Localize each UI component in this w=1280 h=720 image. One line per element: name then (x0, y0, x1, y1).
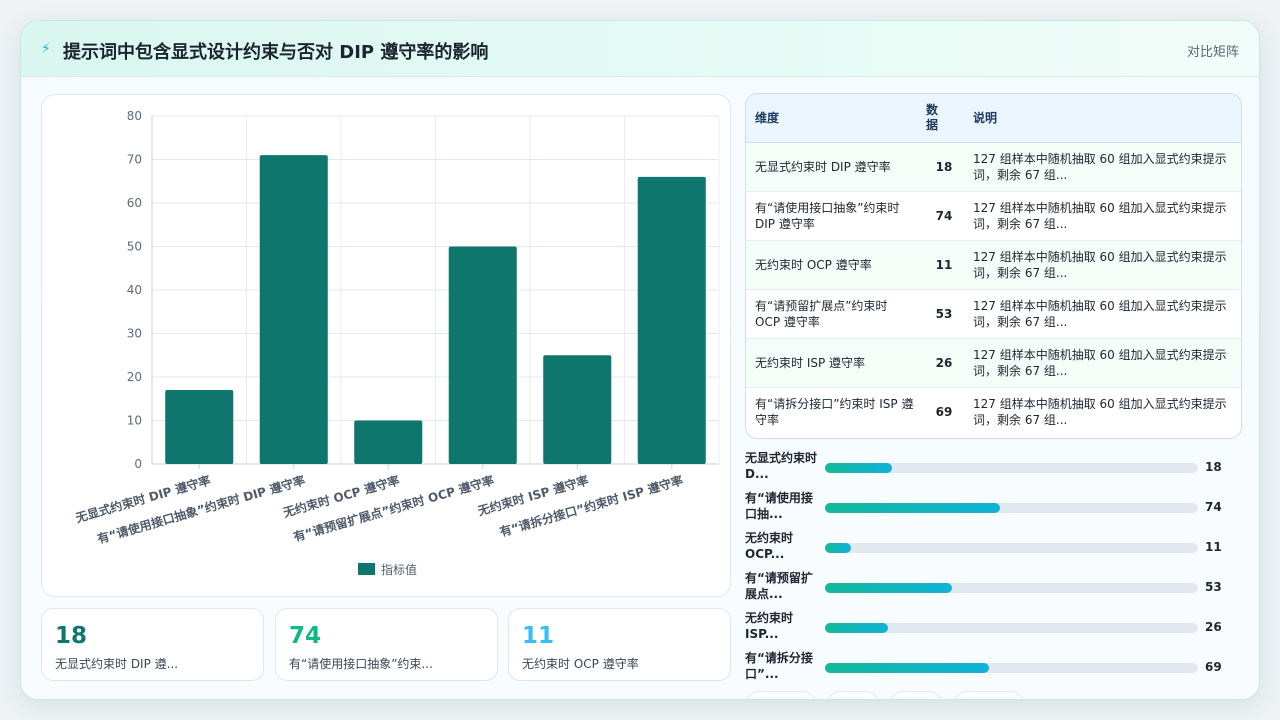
kpi-label: 无显式约束时 DIP 遵... (55, 657, 179, 671)
data-table: 维度 数 据 说明 无显式约束时 DIP 遵守率 18 127 组样本中随机抽取… (746, 94, 1241, 436)
kpi-value: 74 (289, 623, 322, 649)
progress-label: 无约束时 OCP... (745, 531, 794, 561)
progress-row: 有“请拆分接口”... 69 (745, 649, 1245, 683)
progress-fill (825, 663, 990, 673)
x-tick-label: 有“请拆分接口”约束时 ISP 遵守率 (498, 472, 685, 539)
cell-dimension: 有“请预留扩展点”约束时 OCP 遵守率 (746, 289, 924, 339)
progress-track (825, 463, 1198, 473)
data-table-panel: 维度 数 据 说明 无显式约束时 DIP 遵守率 18 127 组样本中随机抽取… (745, 93, 1242, 439)
table-row: 无约束时 ISP 遵守率 26 127 组样本中随机抽取 60 组加入显式约束提… (746, 338, 1241, 388)
filter-chip[interactable] (745, 691, 817, 699)
bar (165, 390, 234, 464)
progress-fill (825, 503, 1001, 513)
y-tick-label: 50 (127, 240, 142, 254)
progress-row: 无显式约束时 D... 18 (745, 449, 1245, 483)
progress-label: 有“请拆分接口”... (745, 651, 813, 681)
cell-data: 11 (924, 240, 964, 290)
kpi-card: 74 有“请使用接口抽象”约束... (275, 608, 498, 681)
card-header: ⚡︎ 提示词中包含显式设计约束与否对 DIP 遵守率的影响 对比矩阵 (21, 21, 1259, 77)
kpi-card: 18 无显式约束时 DIP 遵... (41, 608, 264, 681)
progress-label: 有“请使用接口抽... (745, 491, 813, 521)
cell-dimension: 无显式约束时 DIP 遵守率 (746, 142, 924, 192)
progress-fill (825, 583, 952, 593)
filter-chip[interactable] (826, 691, 880, 699)
bar (448, 246, 517, 464)
kpi-value: 11 (522, 623, 555, 649)
view-tag[interactable]: 对比矩阵 (1186, 45, 1239, 60)
progress-value: 11 (1205, 540, 1222, 554)
progress-value: 26 (1205, 620, 1222, 634)
cell-data: 74 (924, 191, 964, 241)
table-row: 有“请拆分接口”约束时 ISP 遵守率 69 127 组样本中随机抽取 60 组… (746, 387, 1241, 436)
cell-desc: 127 组样本中随机抽取 60 组加入显式约束提示词，剩余 67 组... (964, 191, 1241, 241)
progress-fill (825, 543, 852, 553)
table-row: 无约束时 OCP 遵守率 11 127 组样本中随机抽取 60 组加入显式约束提… (746, 240, 1241, 290)
filter-chip[interactable] (889, 691, 943, 699)
dashboard-card: ⚡︎ 提示词中包含显式设计约束与否对 DIP 遵守率的影响 对比矩阵 0 10 20… (20, 20, 1260, 700)
cell-data: 53 (924, 289, 964, 339)
bar (543, 355, 612, 464)
progress-track (825, 583, 1198, 593)
progress-value: 74 (1205, 500, 1222, 514)
bar (637, 176, 706, 464)
progress-label: 无约束时 ISP... (745, 611, 794, 641)
progress-fill (825, 623, 889, 633)
kpi-card: 11 无约束时 OCP 遵守率 (508, 608, 731, 681)
cell-desc: 127 组样本中随机抽取 60 组加入显式约束提示词，剩余 67 组... (964, 240, 1241, 290)
progress-row: 无约束时 OCP... 11 (745, 529, 1245, 563)
y-tick-label: 20 (127, 370, 142, 384)
column-header-data: 数 据 (924, 94, 964, 143)
cell-data: 26 (924, 338, 964, 388)
cell-desc: 127 组样本中随机抽取 60 组加入显式约束提示词，剩余 67 组... (964, 338, 1241, 388)
filter-chip[interactable] (953, 691, 1025, 699)
y-tick-label: 70 (127, 153, 142, 167)
progress-track (825, 543, 1198, 553)
progress-value: 53 (1205, 580, 1222, 594)
progress-label: 无显式约束时 D... (745, 451, 818, 481)
cell-data: 18 (924, 142, 964, 192)
y-tick-label: 80 (127, 109, 142, 123)
legend-swatch (358, 563, 375, 575)
cell-dimension: 无约束时 ISP 遵守率 (746, 338, 924, 388)
cell-dimension: 有“请拆分接口”约束时 ISP 遵守率 (755, 396, 914, 427)
chart-panel: 0 10 20 30 40 50 60 70 80 无显式约束时 DIP 遵守率 有“请使用接口抽象… (41, 94, 731, 597)
bolt-icon: ⚡︎ (41, 41, 51, 57)
page-title: 提示词中包含显式设计约束与否对 DIP 遵守率的影响 (63, 42, 489, 63)
cell-desc: 127 组样本中随机抽取 60 组加入显式约束提示词，剩余 67 组... (964, 289, 1241, 339)
bar (259, 155, 328, 464)
table-header-row: 维度 数 据 说明 (746, 94, 1241, 143)
bar (354, 420, 423, 464)
progress-track (825, 503, 1198, 513)
legend-label: 指标值 (381, 562, 417, 577)
progress-row: 有“请使用接口抽... 74 (745, 489, 1245, 523)
progress-value: 69 (1205, 660, 1222, 674)
y-tick-label: 30 (127, 327, 142, 341)
cell-desc: 127 组样本中随机抽取 60 组加入显式约束提示词，剩余 67 组... (964, 142, 1241, 192)
progress-track (825, 623, 1198, 633)
progress-row: 无约束时 ISP... 26 (745, 609, 1245, 643)
table-row: 有“请预留扩展点”约束时 OCP 遵守率 53 127 组样本中随机抽取 60 … (746, 289, 1241, 339)
y-tick-label: 10 (127, 414, 142, 428)
progress-fill (825, 463, 893, 473)
cell-data: 69 (935, 404, 953, 419)
kpi-value: 18 (55, 623, 88, 649)
cell-dimension: 有“请使用接口抽象”约束时 DIP 遵守率 (746, 191, 924, 241)
progress-row: 有“请预留扩展点... 53 (745, 569, 1245, 603)
cell-desc: 127 组样本中随机抽取 60 组加入显式约束提示词，剩余 67 组... (973, 396, 1227, 427)
kpi-label: 无约束时 OCP 遵守率 (522, 657, 639, 671)
progress-value: 18 (1205, 460, 1222, 474)
column-header-desc: 说明 (964, 94, 1241, 143)
y-tick-label: 60 (127, 196, 142, 210)
y-tick-label: 0 (134, 457, 142, 471)
y-tick-label: 40 (127, 283, 142, 297)
progress-track (825, 663, 1198, 673)
column-header-dimension: 维度 (746, 94, 924, 143)
table-row: 有“请使用接口抽象”约束时 DIP 遵守率 74 127 组样本中随机抽取 60… (746, 191, 1241, 241)
cell-dimension: 无约束时 OCP 遵守率 (746, 240, 924, 290)
progress-label: 有“请预留扩展点... (745, 571, 813, 601)
kpi-label: 有“请使用接口抽象”约束... (289, 657, 433, 671)
table-row: 无显式约束时 DIP 遵守率 18 127 组样本中随机抽取 60 组加入显式约… (746, 142, 1241, 192)
